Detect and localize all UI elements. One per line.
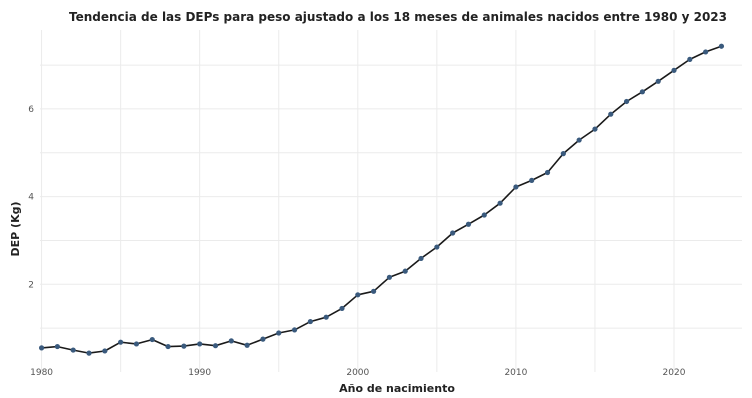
data-point bbox=[671, 67, 677, 73]
data-point bbox=[102, 348, 108, 354]
series-line bbox=[41, 45, 722, 354]
data-point bbox=[181, 343, 187, 349]
data-point bbox=[703, 49, 709, 55]
data-point bbox=[718, 43, 725, 49]
data-point bbox=[133, 341, 140, 347]
data-point bbox=[197, 341, 203, 347]
data-point bbox=[402, 268, 408, 274]
data-point bbox=[687, 56, 693, 62]
data-point bbox=[529, 177, 535, 183]
y-tick-label: 2 bbox=[28, 280, 34, 290]
data-point bbox=[560, 151, 566, 157]
data-point bbox=[228, 338, 234, 344]
x-tick-label: 1990 bbox=[188, 368, 211, 378]
data-point bbox=[244, 342, 250, 348]
data-point bbox=[291, 327, 298, 333]
data-point bbox=[260, 336, 266, 342]
data-point bbox=[513, 184, 519, 190]
data-point bbox=[608, 111, 614, 117]
x-axis-title: Año de nacimiento bbox=[339, 382, 455, 395]
data-point bbox=[576, 137, 582, 143]
data-point bbox=[386, 274, 393, 280]
x-tick-label: 2020 bbox=[663, 368, 686, 378]
data-point bbox=[371, 288, 377, 294]
data-point bbox=[450, 230, 456, 236]
data-point bbox=[465, 221, 472, 227]
x-tick-label: 2000 bbox=[346, 368, 369, 378]
data-point bbox=[86, 350, 92, 356]
grid-lines bbox=[40, 30, 742, 372]
x-tick-label: 2010 bbox=[504, 368, 527, 378]
data-point bbox=[149, 336, 155, 343]
data-point bbox=[418, 255, 424, 262]
data-point bbox=[434, 244, 440, 250]
x-tick-label: 1980 bbox=[30, 368, 53, 378]
data-point bbox=[592, 126, 598, 132]
chart-title: Tendencia de las DEPs para peso ajustado… bbox=[69, 10, 727, 24]
series-layer bbox=[38, 43, 725, 356]
data-point bbox=[355, 292, 361, 298]
data-point bbox=[655, 78, 661, 84]
data-point bbox=[339, 305, 345, 312]
data-point bbox=[497, 200, 503, 206]
data-point bbox=[276, 330, 282, 336]
data-point bbox=[307, 318, 313, 325]
data-point bbox=[481, 212, 487, 218]
data-point bbox=[54, 343, 60, 350]
axis-ticks: 1980 1990 2000 2010 2020 2 4 6 bbox=[28, 105, 685, 378]
y-tick-label: 4 bbox=[28, 193, 34, 203]
data-point bbox=[323, 314, 329, 320]
data-point bbox=[165, 343, 171, 350]
data-point bbox=[70, 347, 76, 353]
data-point bbox=[544, 169, 551, 176]
data-point bbox=[38, 345, 45, 351]
data-point bbox=[118, 339, 124, 345]
y-axis-title: DEP (Kg) bbox=[9, 202, 22, 257]
y-tick-label: 6 bbox=[28, 105, 34, 115]
data-point bbox=[623, 98, 630, 105]
data-point bbox=[639, 89, 645, 95]
data-point bbox=[212, 343, 219, 349]
